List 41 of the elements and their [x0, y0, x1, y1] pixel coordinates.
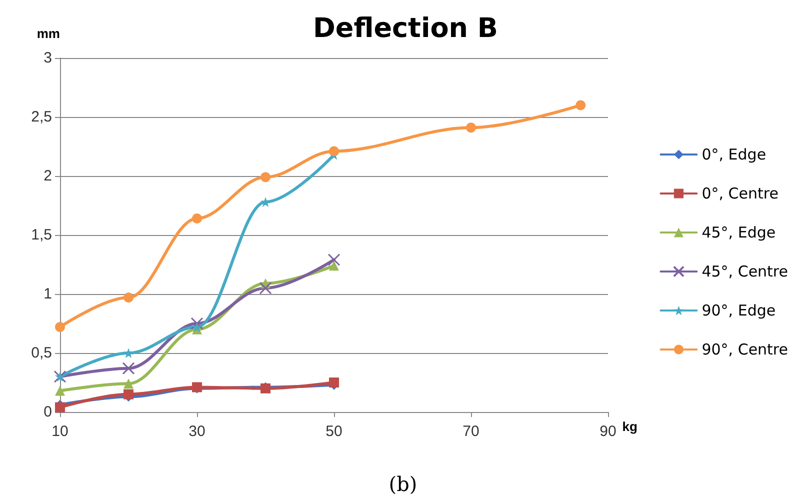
text: (b) — [388, 472, 418, 496]
point — [190, 317, 204, 330]
y-tick-label: 0 — [44, 404, 52, 420]
y-tick-label: 0,5 — [31, 344, 52, 362]
y-axis-title: mm — [36, 26, 60, 41]
point — [55, 322, 65, 332]
y-tick-label: 1,5 — [31, 226, 52, 244]
y-tick-label: 2 — [44, 168, 52, 184]
point — [55, 386, 65, 396]
point — [124, 292, 134, 303]
x-tick-label: 90 — [600, 423, 616, 440]
legend-label: 0°, Edge — [702, 146, 766, 164]
legend-label: 45°, Centre — [702, 262, 788, 280]
point — [328, 254, 340, 266]
point — [576, 100, 586, 110]
legend-label: 90°, Centre — [702, 340, 788, 358]
x-tick-label: 70 — [462, 423, 480, 440]
x-tick-label: 30 — [188, 423, 206, 440]
point — [122, 362, 135, 375]
point — [260, 172, 270, 182]
point — [259, 282, 272, 294]
x-tick-label: 10 — [52, 423, 68, 440]
y-tick-label: 2,5 — [31, 108, 52, 126]
point — [329, 260, 339, 271]
legend-label: 0°, Centre — [702, 184, 778, 202]
y-tick-label: 3 — [44, 50, 52, 66]
point — [124, 378, 134, 389]
point — [466, 122, 476, 133]
y-tick-label: 1 — [44, 286, 52, 302]
point — [260, 196, 270, 207]
legend-label: 90°, Edge — [702, 302, 776, 320]
chart-title: Deflection B — [313, 13, 498, 44]
legend-label: 45°, Edge — [702, 224, 776, 242]
x-tick-label: 50 — [326, 423, 342, 440]
point — [124, 348, 134, 358]
point — [329, 146, 339, 156]
point — [124, 389, 134, 400]
x-axis-title: kg — [622, 419, 638, 434]
point — [192, 213, 202, 224]
point — [329, 378, 339, 388]
point — [55, 402, 65, 412]
